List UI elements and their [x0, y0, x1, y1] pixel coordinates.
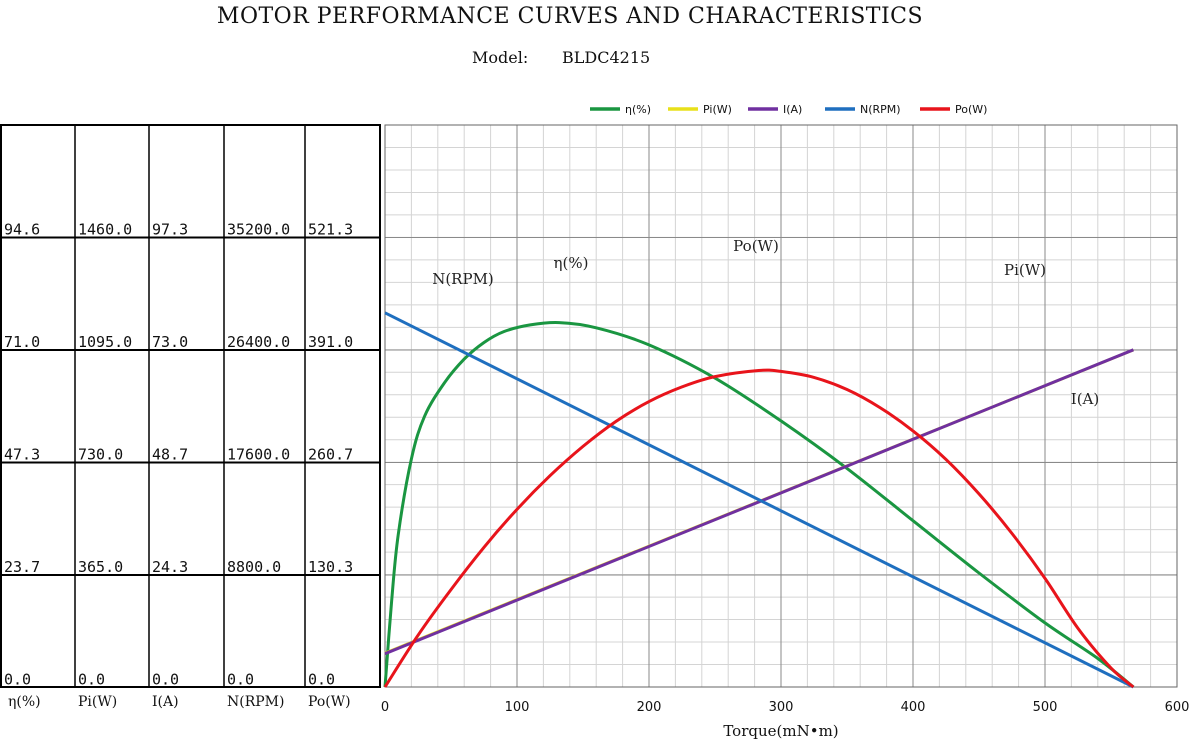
series-annotation: Po(W) — [733, 237, 779, 255]
table-cell: 260.7 — [308, 446, 353, 464]
table-frame — [0, 124, 381, 688]
table-cell: 97.3 — [152, 221, 188, 239]
model-value: BLDC4215 — [562, 48, 651, 67]
value-table — [0, 124, 381, 688]
legend-label: η(%) — [625, 103, 651, 116]
x-tick-label: 200 — [637, 700, 662, 715]
chart-title: MOTOR PERFORMANCE CURVES AND CHARACTERIS… — [216, 4, 924, 29]
table-header: I(A) — [152, 694, 179, 710]
series-annotation: η(%) — [554, 254, 589, 272]
table-cell: 1095.0 — [78, 333, 132, 351]
table-cell: 35200.0 — [227, 221, 290, 239]
table-cell: 0.0 — [78, 671, 105, 689]
legend-label: I(A) — [783, 103, 802, 116]
table-cell: 23.7 — [4, 558, 40, 576]
table-cell: 0.0 — [4, 671, 31, 689]
table-cell: 0.0 — [227, 671, 254, 689]
model-label: Model: — [472, 48, 529, 67]
table-cell: 8800.0 — [227, 558, 281, 576]
legend-label: Po(W) — [955, 103, 987, 116]
major-grid — [385, 125, 1177, 687]
table-header: Pi(W) — [78, 694, 117, 710]
series-annotation: Pi(W) — [1004, 261, 1046, 279]
legend-label: N(RPM) — [860, 103, 901, 116]
table-cell: 391.0 — [308, 333, 353, 351]
series-line — [384, 311, 1135, 689]
table-cell: 71.0 — [4, 333, 40, 351]
series-line — [384, 348, 1134, 656]
table-cell: 521.3 — [308, 221, 353, 239]
table-cell: 730.0 — [78, 446, 123, 464]
table-cell: 365.0 — [78, 558, 123, 576]
x-tick-label: 0 — [381, 700, 389, 715]
table-cell: 0.0 — [308, 671, 335, 689]
table-cell: 47.3 — [4, 446, 40, 464]
table-cell: 26400.0 — [227, 333, 290, 351]
series-line — [383, 320, 1135, 689]
plot-frame — [384, 124, 1178, 688]
series-line — [383, 368, 1135, 689]
table-cell: 48.7 — [152, 446, 188, 464]
x-tick-label: 600 — [1165, 700, 1190, 715]
model-line: Model: BLDC4215 — [472, 48, 650, 67]
x-tick-label: 100 — [505, 700, 530, 715]
x-tick-label: 300 — [769, 700, 794, 715]
table-cell: 17600.0 — [227, 446, 290, 464]
x-axis-label: Torque(mN•m) — [723, 722, 838, 740]
x-tick-label: 500 — [1033, 700, 1058, 715]
legend-label: Pi(W) — [703, 103, 732, 116]
table-header: Po(W) — [308, 694, 351, 710]
table-cell: 94.6 — [4, 221, 40, 239]
table-cell: 24.3 — [152, 558, 188, 576]
table-cell: 1460.0 — [78, 221, 132, 239]
table-header: N(RPM) — [227, 694, 284, 710]
series-annotation: N(RPM) — [432, 270, 494, 288]
table-header: η(%) — [8, 694, 41, 710]
series-annotation: I(A) — [1071, 390, 1099, 408]
table-cell: 130.3 — [308, 558, 353, 576]
table-cell: 73.0 — [152, 333, 188, 351]
x-tick-label: 400 — [901, 700, 926, 715]
table-cell: 0.0 — [152, 671, 179, 689]
